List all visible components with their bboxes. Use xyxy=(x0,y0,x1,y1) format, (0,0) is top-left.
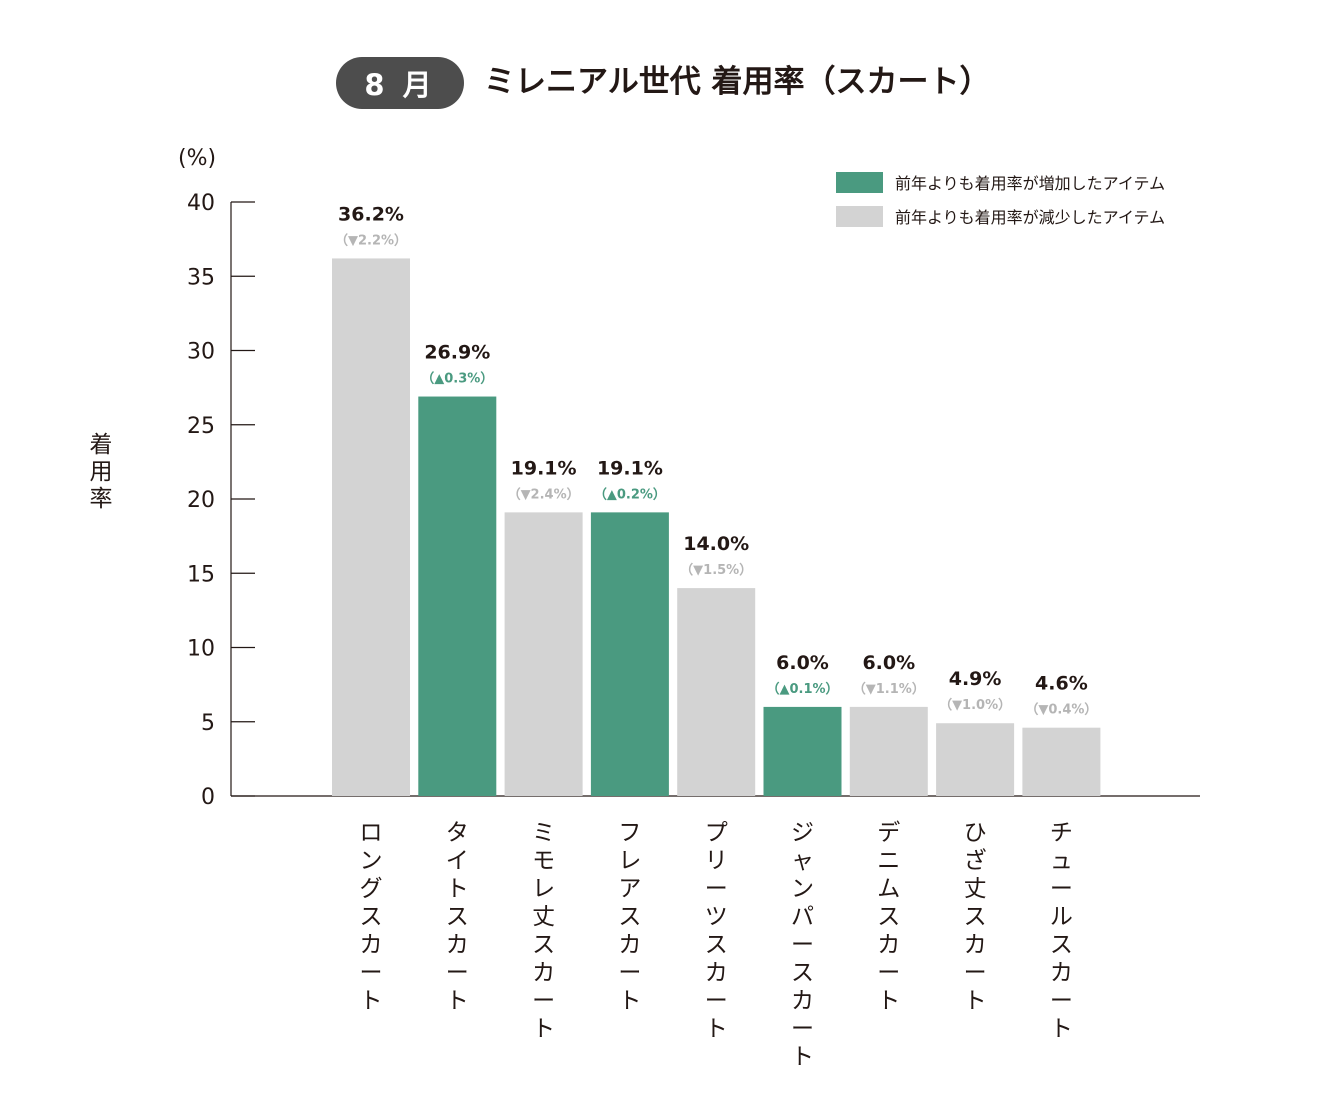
change-label-5: （▼1.5%） xyxy=(680,562,752,578)
chart-title: ミレニアル世代 着用率（スカート） xyxy=(484,64,991,100)
category-label-5: プリーツスカート xyxy=(705,820,728,1042)
y-tick-label-15: 15 xyxy=(187,562,215,587)
legend-swatch-decrease xyxy=(836,205,883,227)
bar-8 xyxy=(936,723,1015,796)
bar-9 xyxy=(1022,727,1101,796)
bar-3 xyxy=(504,512,583,796)
legend: 前年よりも着用率が増加したアイテム 前年よりも着用率が減少したアイテム xyxy=(836,170,1165,238)
category-label-6: ジャンパースカート xyxy=(791,820,814,1070)
category-label-8: ひざ丈スカート xyxy=(964,820,987,1014)
data-label-1: 36.2% xyxy=(338,203,404,225)
change-label-4: （▲0.2%） xyxy=(594,486,666,502)
change-label-1: （▼2.2%） xyxy=(335,232,407,248)
y-tick-label-5: 5 xyxy=(201,711,215,736)
data-label-9: 4.6% xyxy=(1035,673,1088,695)
change-label-8: （▼1.0%） xyxy=(939,697,1011,713)
bar-6 xyxy=(763,706,842,796)
category-label-1: ロングスカート xyxy=(360,820,383,1014)
y-axis-unit: (%) xyxy=(178,146,217,171)
bar-4 xyxy=(590,512,669,796)
y-tick-label-35: 35 xyxy=(187,265,215,290)
legend-item-increase: 前年よりも着用率が増加したアイテム xyxy=(836,170,1165,194)
y-tick-label-0: 0 xyxy=(201,785,215,810)
change-label-2: （▲0.3%） xyxy=(421,371,493,387)
change-label-7: （▼1.1%） xyxy=(853,681,925,697)
y-tick-label-30: 30 xyxy=(187,340,215,365)
change-label-3: （▼2.4%） xyxy=(508,486,580,502)
bar-5 xyxy=(677,588,756,796)
data-label-5: 14.0% xyxy=(683,533,749,555)
y-tick-label-25: 25 xyxy=(187,414,215,439)
change-label-6: （▲0.1%） xyxy=(766,681,838,697)
legend-label-increase: 前年よりも着用率が増加したアイテム xyxy=(895,174,1166,193)
y-tick-label-10: 10 xyxy=(187,637,215,662)
data-label-2: 26.9% xyxy=(424,342,490,364)
y-axis-label: 着用率 xyxy=(89,432,113,512)
data-label-3: 19.1% xyxy=(511,457,577,479)
data-label-7: 6.0% xyxy=(862,652,915,674)
data-label-8: 4.9% xyxy=(949,668,1002,690)
legend-label-decrease: 前年よりも着用率が減少したアイテム xyxy=(895,208,1166,227)
legend-swatch-increase xyxy=(836,171,883,193)
y-tick-label-40: 40 xyxy=(187,191,215,216)
data-label-6: 6.0% xyxy=(776,652,829,674)
category-label-4: フレアスカート xyxy=(618,820,641,1014)
bar-7 xyxy=(849,706,928,796)
category-label-9: チュールスカート xyxy=(1050,820,1073,1042)
category-label-7: デニムスカート xyxy=(877,820,900,1014)
y-tick-label-20: 20 xyxy=(187,488,215,513)
bar-1 xyxy=(332,258,410,796)
month-badge: 8 月 xyxy=(336,57,464,109)
change-label-9: （▼0.4%） xyxy=(1025,702,1097,718)
bar-2 xyxy=(418,396,497,796)
category-label-3: ミモレ丈スカート xyxy=(532,820,555,1042)
category-label-2: タイトスカート xyxy=(446,820,469,1014)
data-label-4: 19.1% xyxy=(597,457,663,479)
legend-item-decrease: 前年よりも着用率が減少したアイテム xyxy=(836,204,1165,228)
